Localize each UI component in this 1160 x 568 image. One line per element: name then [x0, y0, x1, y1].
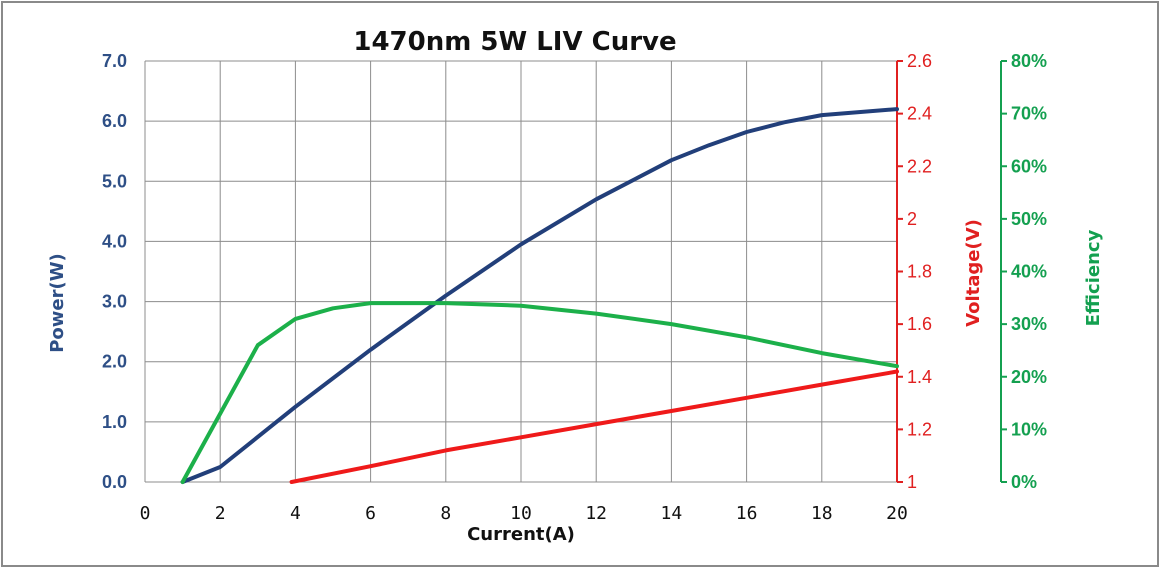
efficiency-tick-label: 30% [1011, 314, 1047, 334]
power-tick-label: 4.0 [102, 231, 127, 251]
x-tick-label: 10 [510, 503, 532, 524]
x-tick-label: 6 [365, 503, 376, 524]
efficiency-tick-label: 0% [1011, 472, 1037, 492]
x-tick-label: 12 [585, 503, 607, 524]
efficiency-tick-label: 20% [1011, 367, 1047, 387]
voltage-tick-label: 2.2 [907, 156, 932, 176]
series-lines [180, 107, 899, 484]
liv-chart: 0 2 4 6 8 10 12 14 16 18 200.01.02.03.04.05.06.07.… [47, 27, 1104, 545]
voltage-tick-label: 1 [907, 472, 917, 492]
x-tick-label: 14 [661, 503, 683, 524]
voltage-tick-label: 1.6 [907, 314, 932, 334]
power-tick-label: 0.0 [102, 472, 127, 492]
efficiency-tick-label: 50% [1011, 209, 1047, 229]
voltage-tick-label: 2.4 [907, 104, 932, 124]
voltage-curve [289, 369, 899, 484]
efficiency-tick-label: 80% [1011, 51, 1047, 71]
power-tick-label: 2.0 [102, 352, 127, 372]
efficiency-tick-label: 70% [1011, 104, 1047, 124]
voltage-tick-label: 2 [907, 209, 917, 229]
efficiency-tick-label: 60% [1011, 156, 1047, 176]
voltage-tick-label: 1.8 [907, 262, 932, 282]
efficiency-curve [180, 301, 899, 484]
x-tick-label: 16 [736, 503, 758, 524]
power-curve [180, 107, 899, 484]
efficiency-tick-label: 40% [1011, 262, 1047, 282]
power-tick-label: 6.0 [102, 111, 127, 131]
axes [896, 60, 1007, 483]
power-tick-label: 7.0 [102, 51, 127, 71]
tick-labels: 0 2 4 6 8 10 12 14 16 18 200.01.02.03.04.05.06.07.… [102, 51, 1047, 524]
chart-title: 1470nm 5W LIV Curve [353, 27, 676, 57]
x-axis-label: Current(A) [467, 524, 575, 545]
voltage-axis-label: Voltage(V) [963, 219, 984, 327]
x-tick-label: 4 [290, 503, 301, 524]
power-axis-label: Power(W) [47, 253, 68, 353]
x-tick-label: 18 [811, 503, 833, 524]
x-tick-label: 0 [140, 503, 151, 524]
efficiency-axis-label: Efficiency [1083, 229, 1104, 326]
voltage-tick-label: 1.4 [907, 367, 932, 387]
efficiency-tick-label: 10% [1011, 419, 1047, 439]
voltage-tick-label: 1.2 [907, 419, 932, 439]
power-tick-label: 1.0 [102, 412, 127, 432]
x-tick-label: 20 [886, 503, 908, 524]
x-tick-label: 8 [440, 503, 451, 524]
voltage-tick-label: 2.6 [907, 51, 932, 71]
power-tick-label: 5.0 [102, 171, 127, 191]
x-tick-label: 2 [215, 503, 226, 524]
power-tick-label: 3.0 [102, 292, 127, 312]
